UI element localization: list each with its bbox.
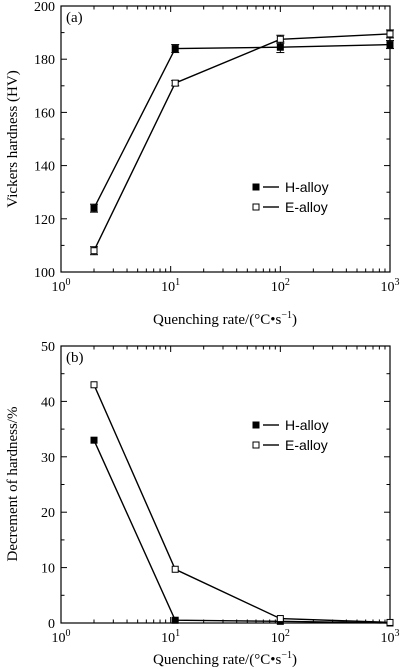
x-axis-label: Quenching rate/(°C•s−1) [153, 650, 297, 668]
x-tick-exponent: 2 [285, 277, 290, 288]
x-axis-label-main: Quenching rate/(°C•s [153, 652, 281, 668]
legend-label-e-alloy: E-alloy [285, 199, 328, 215]
x-tick-exponent: 0 [66, 277, 71, 288]
e-alloy-data-point [386, 30, 394, 38]
y-tick-label: 20 [41, 506, 55, 521]
x-axis-label-main: Quenching rate/(°C•s [153, 312, 281, 328]
plot-frame [60, 345, 391, 624]
x-tick-base: 10 [381, 631, 395, 646]
error-bars [90, 29, 394, 256]
x-tick-label: 100 [52, 628, 71, 646]
x-tick-base: 10 [161, 631, 175, 646]
x-axis-label: Quenching rate/(°C•s−1) [153, 310, 297, 328]
e-alloy-data-point [276, 615, 284, 623]
x-tick-label: 101 [161, 628, 180, 646]
legend-label-h-alloy: H-alloy [285, 417, 329, 433]
e-alloy-line [93, 384, 391, 624]
h-alloy-data-point [276, 43, 284, 51]
legend-label-e-alloy: E-alloy [285, 437, 328, 453]
y-tick-label: 180 [34, 53, 55, 68]
data-points [90, 30, 394, 255]
panel-label: (a) [66, 10, 83, 26]
h-alloy-data-point [386, 41, 394, 49]
legend-marker-h-alloy [252, 421, 260, 429]
legend-marker-e-alloy [252, 203, 260, 211]
h-alloy-line [93, 439, 391, 624]
x-tick-label: 102 [271, 628, 290, 646]
y-tick-label: 40 [41, 395, 55, 410]
x-axis-label-exponent: −1 [281, 310, 292, 321]
y-tick-label: 120 [34, 213, 55, 228]
legend: H-alloy E-alloy [252, 417, 329, 453]
x-tick-exponent: 3 [395, 628, 400, 639]
y-axis-label: Vickers hardness (HV) [5, 70, 21, 207]
e-alloy-data-point [276, 35, 284, 43]
legend-marker-e-alloy [252, 441, 260, 449]
x-tick-exponent: 1 [175, 628, 180, 639]
x-tick-label: 101 [161, 277, 180, 295]
e-alloy-data-point [90, 247, 98, 255]
x-axis-label-close: ) [292, 312, 297, 328]
y-tick-label: 160 [34, 106, 55, 121]
legend: H-alloy E-alloy [252, 179, 329, 215]
y-tick-label: 50 [41, 340, 55, 355]
legend-label-h-alloy: H-alloy [285, 179, 329, 195]
x-axis-label-close: ) [292, 652, 297, 668]
x-tick-base: 10 [52, 631, 66, 646]
series-lines [93, 33, 391, 252]
x-tick-base: 10 [271, 280, 285, 295]
x-tick-exponent: 0 [66, 628, 71, 639]
x-tick-base: 10 [271, 631, 285, 646]
y-tick-label: 0 [48, 617, 55, 632]
e-alloy-data-point [90, 381, 98, 389]
x-tick-exponent: 1 [175, 277, 180, 288]
x-axis-label-exponent: −1 [281, 650, 292, 661]
panel-label: (b) [66, 350, 84, 366]
e-alloy-line [93, 33, 391, 252]
series-lines [93, 384, 391, 624]
h-alloy-data-point [90, 204, 98, 212]
h-alloy-line [93, 43, 391, 209]
x-tick-label: 103 [381, 628, 400, 646]
e-alloy-data-point [171, 565, 179, 573]
y-tick-label: 140 [34, 160, 55, 175]
x-tick-exponent: 3 [395, 277, 400, 288]
x-tick-base: 10 [161, 280, 175, 295]
e-alloy-data-point [386, 618, 394, 626]
e-alloy-data-point [171, 79, 179, 87]
h-alloy-data-point [171, 45, 179, 53]
x-tick-base: 10 [381, 280, 395, 295]
x-tick-label: 102 [271, 277, 290, 295]
y-tick-label: 100 [34, 266, 55, 281]
x-tick-exponent: 2 [285, 628, 290, 639]
data-points [90, 381, 394, 627]
y-tick-label: 10 [41, 562, 55, 577]
x-tick-base: 10 [52, 280, 66, 295]
y-tick-label: 200 [34, 0, 55, 15]
x-tick-label: 103 [381, 277, 400, 295]
y-tick-label: 30 [41, 451, 55, 466]
h-alloy-data-point [171, 616, 179, 624]
y-axis-label: Decrement of hardness/% [5, 407, 21, 562]
legend-marker-h-alloy [252, 183, 260, 191]
x-tick-label: 100 [52, 277, 71, 295]
h-alloy-data-point [90, 436, 98, 444]
